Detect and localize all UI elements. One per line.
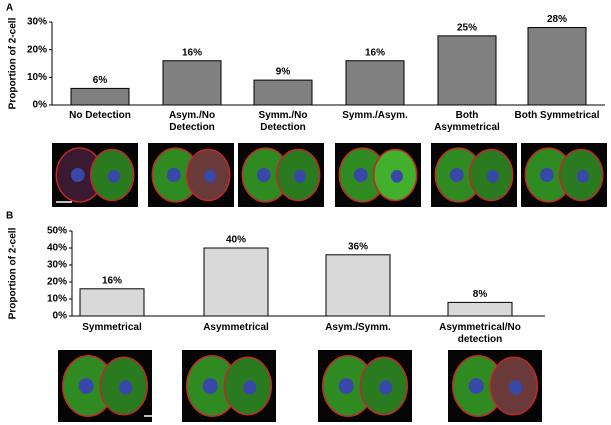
y-axis-title: Proportion of 2-cell	[8, 227, 19, 319]
x-tick-label: Symm./Asym.	[342, 110, 408, 121]
nucleus	[468, 378, 484, 394]
x-tick-label: Asym./No Detection	[168, 110, 216, 133]
nucleus	[539, 167, 554, 183]
value-label: 8%	[473, 289, 488, 300]
nucleus	[293, 169, 306, 183]
value-label: 9%	[276, 67, 291, 78]
x-tick-label: No Detection	[69, 110, 131, 121]
value-label: 16%	[102, 275, 122, 286]
nucleus	[390, 169, 403, 183]
value-label: 36%	[348, 241, 368, 252]
y-tick-label: 0%	[53, 311, 68, 322]
panel-label: B	[6, 211, 13, 222]
y-tick-label: 10%	[27, 72, 47, 83]
nucleus	[70, 167, 85, 183]
bar	[79, 288, 145, 317]
y-tick-label: 50%	[47, 226, 67, 237]
bar	[345, 60, 405, 106]
value-label: 28%	[547, 14, 567, 25]
bar	[325, 254, 391, 317]
y-axis-title: Proportion of 2-cell	[8, 17, 19, 109]
nucleus	[256, 167, 271, 183]
y-tick-label: 40%	[47, 243, 67, 254]
y-tick-label: 30%	[47, 260, 67, 271]
nucleus	[203, 169, 216, 183]
bar	[527, 27, 587, 106]
bar	[253, 79, 313, 106]
nucleus	[449, 167, 464, 183]
value-label: 6%	[93, 75, 108, 86]
nucleus	[353, 167, 368, 183]
nucleus	[107, 169, 120, 183]
value-label: 16%	[365, 47, 385, 58]
nucleus	[509, 380, 523, 395]
nucleus	[78, 378, 94, 394]
y-tick-label: 30%	[27, 17, 47, 28]
y-tick-label: 20%	[47, 277, 67, 288]
bar	[203, 247, 269, 317]
x-tick-label: Symmetrical	[82, 322, 142, 333]
nucleus	[119, 380, 133, 395]
nucleus	[379, 380, 393, 395]
x-tick-label: Both Asymmetrical	[434, 110, 500, 133]
bar	[447, 301, 513, 317]
bar	[162, 60, 222, 106]
bar	[437, 35, 497, 106]
x-tick-label: Asym./Symm.	[325, 322, 391, 333]
x-tick-label: Both Symmetrical	[514, 110, 600, 121]
nucleus	[202, 378, 218, 394]
y-tick-label: 10%	[47, 294, 67, 305]
nucleus	[243, 380, 257, 395]
nucleus	[166, 167, 181, 183]
panel-label: A	[6, 3, 13, 14]
nucleus	[576, 169, 589, 183]
x-tick-label: Symm./No Detection	[258, 110, 308, 133]
x-tick-label: Asymmetrical	[203, 322, 269, 333]
value-label: 40%	[226, 235, 246, 246]
bar	[70, 87, 130, 106]
y-tick-label: 0%	[33, 100, 48, 111]
value-label: 16%	[182, 47, 202, 58]
nucleus	[486, 169, 499, 183]
value-label: 25%	[457, 22, 477, 33]
nucleus	[338, 378, 354, 394]
y-tick-label: 20%	[27, 44, 47, 55]
x-tick-label: Asymmetrical/No detection	[439, 322, 521, 345]
